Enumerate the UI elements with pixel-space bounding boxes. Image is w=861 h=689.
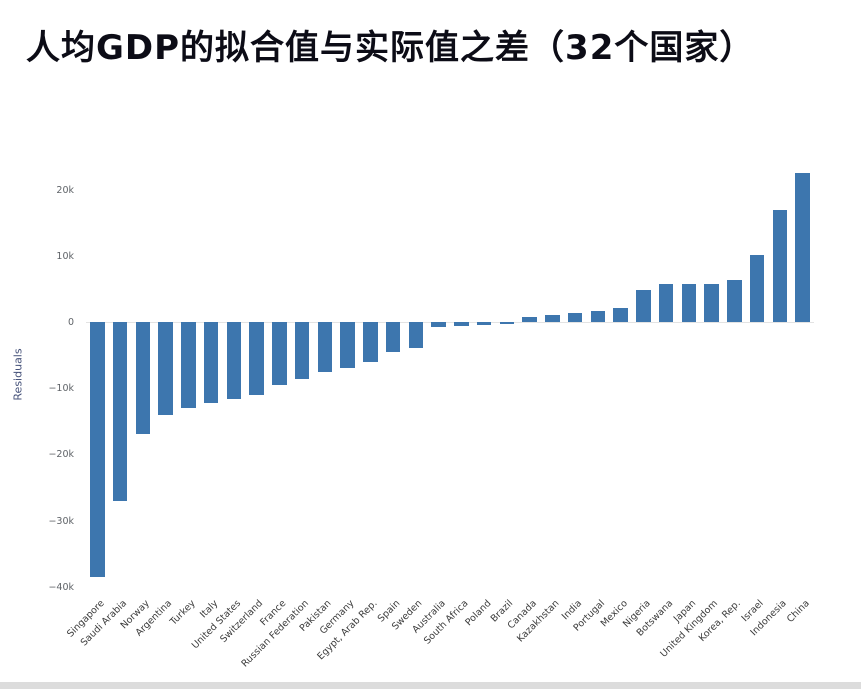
x-tick-label: China <box>784 598 812 625</box>
bar <box>203 322 219 403</box>
y-tick-label: −30k <box>48 515 74 527</box>
bar <box>522 317 537 323</box>
bar <box>181 322 196 409</box>
bar <box>317 322 333 373</box>
bar <box>704 283 719 323</box>
bar <box>408 322 424 349</box>
y-tick-label: 10k <box>56 250 74 262</box>
bar <box>613 308 628 323</box>
bar <box>272 322 287 385</box>
bar <box>727 279 742 323</box>
y-axis-label: Residuals <box>11 348 25 401</box>
zero-baseline <box>86 322 814 324</box>
bar <box>249 322 264 395</box>
x-tick-label: Turkey <box>167 598 198 628</box>
y-axis-ticks: 20k 10k 0 −10k −20k −30k −40k <box>38 150 80 593</box>
bar-chart: Residuals 20k 10k 0 −10k −20k −30k −40k Singap… <box>0 140 861 685</box>
bar <box>681 283 697 323</box>
bar <box>476 322 492 325</box>
y-tick-label: −40k <box>48 581 74 593</box>
bar <box>590 311 606 323</box>
bar <box>567 313 583 323</box>
bar <box>135 322 151 435</box>
bar <box>431 322 446 327</box>
bar <box>112 322 128 501</box>
chart-title: 人均GDP的拟合值与实际值之差（32个国家） <box>26 28 755 68</box>
bar <box>658 284 674 323</box>
bar <box>499 322 515 324</box>
bar <box>772 209 788 323</box>
bar <box>749 254 765 323</box>
bar <box>158 322 173 415</box>
bar <box>795 173 810 323</box>
bar <box>454 322 469 326</box>
bar <box>385 322 401 353</box>
bar <box>340 322 355 369</box>
bar <box>90 322 105 577</box>
y-tick-label: 0 <box>67 317 74 329</box>
bar <box>545 314 560 323</box>
y-tick-label: −10k <box>48 383 74 395</box>
y-tick-label: −20k <box>48 449 74 461</box>
bar <box>636 290 651 323</box>
y-tick-label: 20k <box>56 184 74 196</box>
window-bottom-edge <box>0 682 861 689</box>
bar <box>294 322 310 379</box>
bar <box>226 322 242 399</box>
bar <box>363 322 378 362</box>
plot-area: Singapore Saudi Arabia Norway Argentina Turk… <box>65 150 814 670</box>
